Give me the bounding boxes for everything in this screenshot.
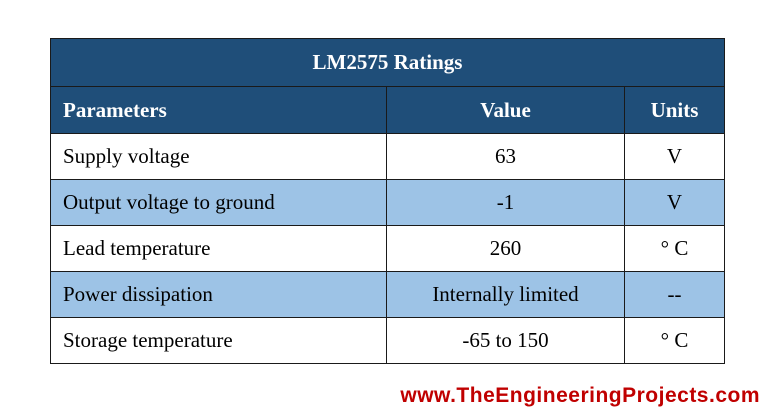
- table-row: Power dissipation Internally limited --: [50, 271, 725, 318]
- site-watermark: www.TheEngineeringProjects.com: [400, 384, 760, 407]
- parameter-cell: Supply voltage: [50, 133, 387, 180]
- value-cell: -1: [386, 179, 625, 226]
- parameter-cell: Storage temperature: [50, 317, 387, 364]
- table-row: Lead temperature 260 ° C: [50, 225, 725, 272]
- parameter-cell: Lead temperature: [50, 225, 387, 272]
- parameter-cell: Output voltage to ground: [50, 179, 387, 226]
- value-cell: 260: [386, 225, 625, 272]
- table-header-row: Parameters Value Units: [50, 86, 725, 134]
- table-row: Storage temperature -65 to 150 ° C: [50, 317, 725, 364]
- units-cell: V: [624, 179, 725, 226]
- header-value: Value: [386, 86, 625, 134]
- units-cell: ° C: [624, 225, 725, 272]
- units-cell: --: [624, 271, 725, 318]
- units-cell: V: [624, 133, 725, 180]
- units-cell: ° C: [624, 317, 725, 364]
- value-cell: 63: [386, 133, 625, 180]
- parameter-cell: Power dissipation: [50, 271, 387, 318]
- value-cell: Internally limited: [386, 271, 625, 318]
- table-row: Output voltage to ground -1 V: [50, 179, 725, 226]
- lm2575-ratings-table: LM2575 Ratings Parameters Value Units Su…: [50, 38, 725, 364]
- table-title-row: LM2575 Ratings: [50, 38, 725, 87]
- header-units: Units: [624, 86, 725, 134]
- value-cell: -65 to 150: [386, 317, 625, 364]
- table-title: LM2575 Ratings: [50, 38, 725, 87]
- table-row: Supply voltage 63 V: [50, 133, 725, 180]
- header-parameters: Parameters: [50, 86, 387, 134]
